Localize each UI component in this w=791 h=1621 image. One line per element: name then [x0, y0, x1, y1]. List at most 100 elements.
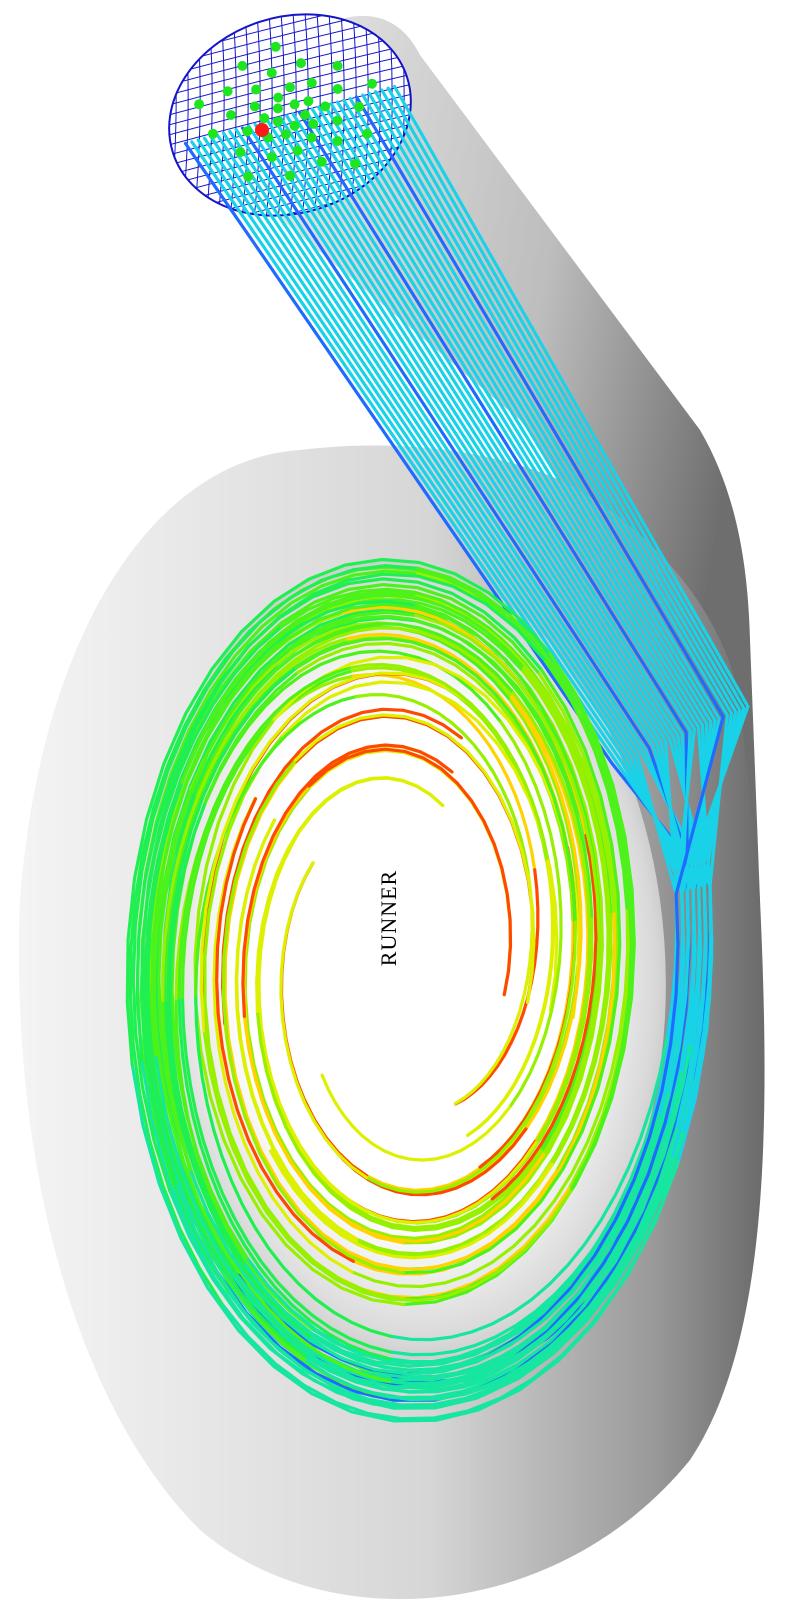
streamline-segment — [281, 680, 559, 1012]
streamline-segment — [194, 622, 515, 797]
seed-point — [332, 84, 343, 94]
seed-point — [306, 132, 317, 143]
streamline-segment — [255, 776, 445, 1014]
streamline-segment — [320, 1073, 512, 1162]
seed-point — [332, 60, 343, 71]
streamline-segment — [279, 587, 613, 917]
runner-opening — [297, 716, 493, 1164]
streamline-segment — [389, 1037, 669, 1342]
streamline-segment — [131, 564, 420, 1193]
seed-point — [243, 171, 254, 182]
mesh-line — [155, 0, 165, 241]
seed-point — [272, 116, 283, 127]
streamline-segment — [373, 90, 738, 1048]
streamline-segment — [416, 566, 635, 1193]
runner-label: RUNNER — [376, 870, 401, 966]
streamline-segment — [499, 720, 563, 1109]
streamline-segment — [199, 671, 473, 1033]
seed-point — [362, 128, 372, 139]
streamline-segment — [157, 610, 418, 1172]
streamline-segment — [303, 1070, 684, 1394]
seed-point — [306, 77, 317, 88]
streamline-segment — [354, 693, 531, 876]
seed-point — [354, 101, 365, 112]
seed-point — [332, 136, 343, 146]
seed-point — [300, 110, 310, 120]
streamline-segment — [202, 1029, 573, 1303]
streamline-segment — [401, 688, 605, 1245]
streamline-segment — [511, 691, 592, 1145]
streamline-segment — [194, 694, 359, 997]
seed-point — [285, 170, 295, 181]
streamline-segment — [351, 912, 617, 1276]
seed-point — [316, 156, 327, 167]
streamline-segment — [466, 859, 556, 1137]
streamline-segment — [380, 88, 742, 1074]
streamline-segment — [286, 1123, 538, 1225]
streamline-segment — [269, 1149, 554, 1260]
seed-point — [242, 126, 253, 137]
seed-point — [332, 115, 343, 126]
streamline-segment — [294, 637, 577, 924]
streamline-segment — [367, 91, 734, 1160]
seed-point — [272, 103, 283, 114]
streamline-segment — [130, 1062, 680, 1423]
streamline-segment — [139, 625, 284, 1294]
streamline-segment — [221, 758, 405, 1275]
streamline-segment — [351, 672, 537, 872]
streamline-segment — [177, 665, 354, 1000]
seed-point — [320, 101, 331, 112]
seed-point — [249, 101, 260, 112]
streamline-segment — [350, 662, 550, 863]
seed-point — [222, 86, 233, 97]
streamline-segment — [194, 993, 393, 1338]
streamline-segment — [135, 577, 544, 1063]
seed-point — [208, 128, 218, 139]
streamline-segment — [509, 695, 583, 1131]
streamline-segment — [386, 86, 746, 1097]
streamline-segment — [279, 861, 368, 1180]
seed-point — [292, 145, 303, 156]
streamline-segment — [177, 996, 392, 1361]
streamline-segment — [215, 797, 355, 1263]
streamline-segment — [296, 641, 575, 925]
streamline-segment — [174, 1131, 686, 1409]
streamline-segment — [180, 669, 354, 999]
streamline-segment — [146, 780, 307, 1358]
streamline-segment — [166, 666, 298, 1265]
seed-point — [270, 41, 281, 52]
streamline-segment — [354, 95, 725, 1094]
streamline-segment — [350, 909, 630, 1289]
seed-point — [289, 99, 300, 110]
streamline-segment — [125, 557, 552, 1067]
seed-point — [367, 78, 377, 89]
streamline-segment — [392, 84, 750, 1121]
streamline-segment — [307, 747, 513, 997]
streamline-segment — [242, 1014, 546, 1243]
streamline-segment — [170, 670, 300, 1259]
seed-point — [194, 99, 205, 110]
mesh-line — [149, 59, 431, 131]
seed-point — [259, 113, 270, 124]
streamline-segment — [193, 717, 406, 1307]
seed-point — [273, 92, 284, 103]
streamline-segment — [161, 636, 349, 1003]
seed-point — [266, 152, 277, 163]
origin-marker — [255, 123, 269, 137]
streamline-segment — [204, 649, 503, 804]
streamline-segment — [401, 668, 622, 1275]
seed-point — [285, 82, 295, 93]
streamline-segment — [180, 995, 392, 1354]
mesh-line — [275, 0, 285, 241]
seed-point — [226, 110, 236, 120]
streamline-segment — [203, 733, 406, 1301]
seed-point — [296, 58, 306, 69]
streamline-segment — [454, 868, 540, 1106]
streamline-segment — [293, 713, 536, 1005]
seed-point — [280, 129, 291, 140]
seed-point — [350, 158, 361, 169]
streamline-segment — [152, 634, 287, 1274]
streamline-segment — [522, 666, 612, 1167]
streamline-segment — [288, 614, 594, 921]
